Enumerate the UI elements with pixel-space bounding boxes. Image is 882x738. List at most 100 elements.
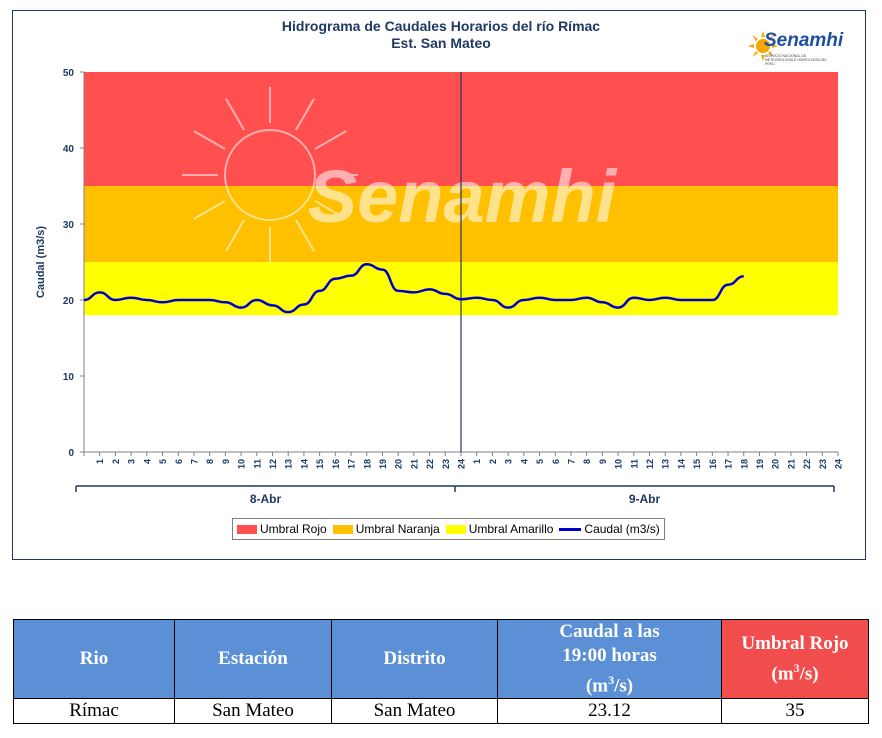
y-axis-label: Caudal (m3/s) [35, 226, 47, 298]
header-umbral-line1: Umbral Rojo [741, 633, 849, 654]
x-tick-label: 12 [645, 459, 655, 469]
legend-label-caudal: Caudal (m3/s) [584, 522, 660, 536]
x-tick-label: 13 [284, 459, 294, 469]
x-tick-label: 5 [535, 459, 545, 464]
chart-title: Hidrograma de Caudales Horarios del río … [0, 18, 882, 52]
header-caudal-unit-post: /s) [614, 675, 634, 697]
x-tick-label: 5 [158, 459, 168, 464]
logo-subtitle: SERVICIO NACIONAL DE METEOROLOGÍA E HIDR… [765, 54, 827, 66]
x-tick-label: 14 [299, 459, 309, 469]
x-tick-label: 8 [205, 459, 215, 464]
x-tick-label: 9 [221, 459, 231, 464]
cell-caudal: 23.12 [497, 698, 722, 725]
legend-swatch-rojo [237, 524, 257, 534]
x-tick-label: 7 [566, 459, 576, 464]
x-tick-label: 19 [755, 459, 765, 469]
cell-distrito: San Mateo [331, 698, 498, 725]
x-tick-label: 8 [582, 459, 592, 464]
x-tick-label: 21 [409, 459, 419, 469]
x-tick-label: 1 [95, 459, 105, 464]
x-tick-label: 9 [598, 459, 608, 464]
watermark-sun-ray [225, 219, 245, 252]
header-caudal-line2: 19:00 horas [562, 645, 657, 666]
x-tick-label: 10 [237, 459, 247, 469]
x-tick-label: 22 [802, 459, 812, 469]
x-tick-label: 10 [614, 459, 624, 469]
header-estacion: Estación [174, 618, 332, 700]
x-tick-label: 1 [472, 459, 482, 464]
x-tick-label: 11 [252, 459, 262, 469]
watermark-sun-icon [182, 87, 358, 263]
header-caudal-unit-sup: 3 [608, 673, 615, 687]
header-umbral-unit-sup: 3 [793, 661, 800, 675]
x-tick-label: 17 [724, 459, 734, 469]
chart-title-line2: Est. San Mateo [391, 35, 491, 51]
x-tick-label: 23 [818, 459, 828, 469]
header-umbral-unit-post: /s) [799, 663, 819, 685]
header-rio: Rio [13, 618, 175, 700]
chart-legend: Umbral Rojo Umbral Naranja Umbral Amaril… [232, 518, 665, 540]
x-tick-label: 3 [504, 459, 514, 464]
x-tick-label: 3 [127, 459, 137, 464]
legend-label-rojo: Umbral Rojo [260, 522, 327, 536]
legend-item-amarillo: Umbral Amarillo [445, 522, 554, 536]
x-tick-label: 15 [315, 459, 325, 469]
legend-item-rojo: Umbral Rojo [237, 522, 327, 536]
sun-icon [748, 31, 778, 61]
header-distrito: Distrito [331, 618, 498, 700]
x-tick-label: 2 [111, 459, 121, 464]
y-tick-label: 20 [63, 296, 75, 307]
x-tick-label: 18 [362, 459, 372, 469]
watermark-sun-ray [314, 200, 347, 220]
watermark-sun-ray [295, 98, 315, 131]
day-label: 8-Abr [250, 492, 282, 506]
table-row: Rímac San Mateo San Mateo 23.12 35 [13, 698, 869, 725]
x-tick-label: 23 [441, 459, 451, 469]
watermark-sun-ray [193, 130, 226, 150]
x-tick-label: 13 [661, 459, 671, 469]
header-umbral-unit: (m3/s) [728, 656, 862, 686]
y-tick-label: 50 [63, 68, 75, 79]
watermark-text: Senamhi [308, 155, 618, 238]
x-tick-label: 17 [347, 459, 357, 469]
flow-summary-table: Rio Estación Distrito Caudal a las 19:00… [13, 618, 869, 725]
day-label: 9-Abr [629, 492, 661, 506]
header-umbral-unit-pre: (m [771, 663, 794, 685]
x-tick-label: 24 [834, 459, 844, 469]
x-tick-label: 11 [629, 459, 639, 469]
table-header-row: Rio Estación Distrito Caudal a las 19:00… [13, 618, 869, 700]
header-caudal-unit: (m3/s) [504, 668, 715, 698]
y-tick-label: 30 [63, 220, 75, 231]
watermark-sun-ray [295, 219, 315, 252]
cell-rio: Rímac [13, 698, 175, 725]
x-tick-label: 4 [519, 459, 529, 464]
watermark-sun-core [224, 129, 316, 221]
x-tick-label: 24 [457, 459, 467, 469]
watermark-sun-ray [314, 130, 347, 150]
legend-label-naranja: Umbral Naranja [355, 522, 440, 536]
x-tick-label: 12 [268, 459, 278, 469]
legend-line-caudal [559, 527, 582, 531]
x-tick-label: 14 [676, 459, 686, 469]
y-tick-label: 0 [68, 448, 74, 459]
y-tick-label: 10 [63, 372, 75, 383]
x-tick-label: 16 [708, 459, 718, 469]
cell-estacion: San Mateo [174, 698, 332, 725]
x-tick-label: 16 [331, 459, 341, 469]
senamhi-logo: Senamhi SERVICIO NACIONAL DE METEOROLOGÍ… [748, 24, 843, 68]
x-tick-label: 6 [174, 459, 184, 464]
x-tick-label: 22 [425, 459, 435, 469]
chart-title-line1: Hidrograma de Caudales Horarios del río … [281, 18, 601, 34]
x-tick-label: 4 [142, 459, 152, 464]
x-tick-label: 6 [551, 459, 561, 464]
legend-label-amarillo: Umbral Amarillo [468, 522, 554, 536]
header-caudal-line1: Caudal a las [559, 621, 660, 642]
x-tick-label: 20 [771, 459, 781, 469]
cell-umbral: 35 [721, 698, 869, 725]
legend-item-caudal: Caudal (m3/s) [559, 522, 660, 536]
header-caudal-unit-pre: (m [585, 675, 609, 697]
x-tick-label: 20 [394, 459, 404, 469]
watermark-sun-ray [225, 98, 245, 131]
x-tick-label: 18 [739, 459, 749, 469]
